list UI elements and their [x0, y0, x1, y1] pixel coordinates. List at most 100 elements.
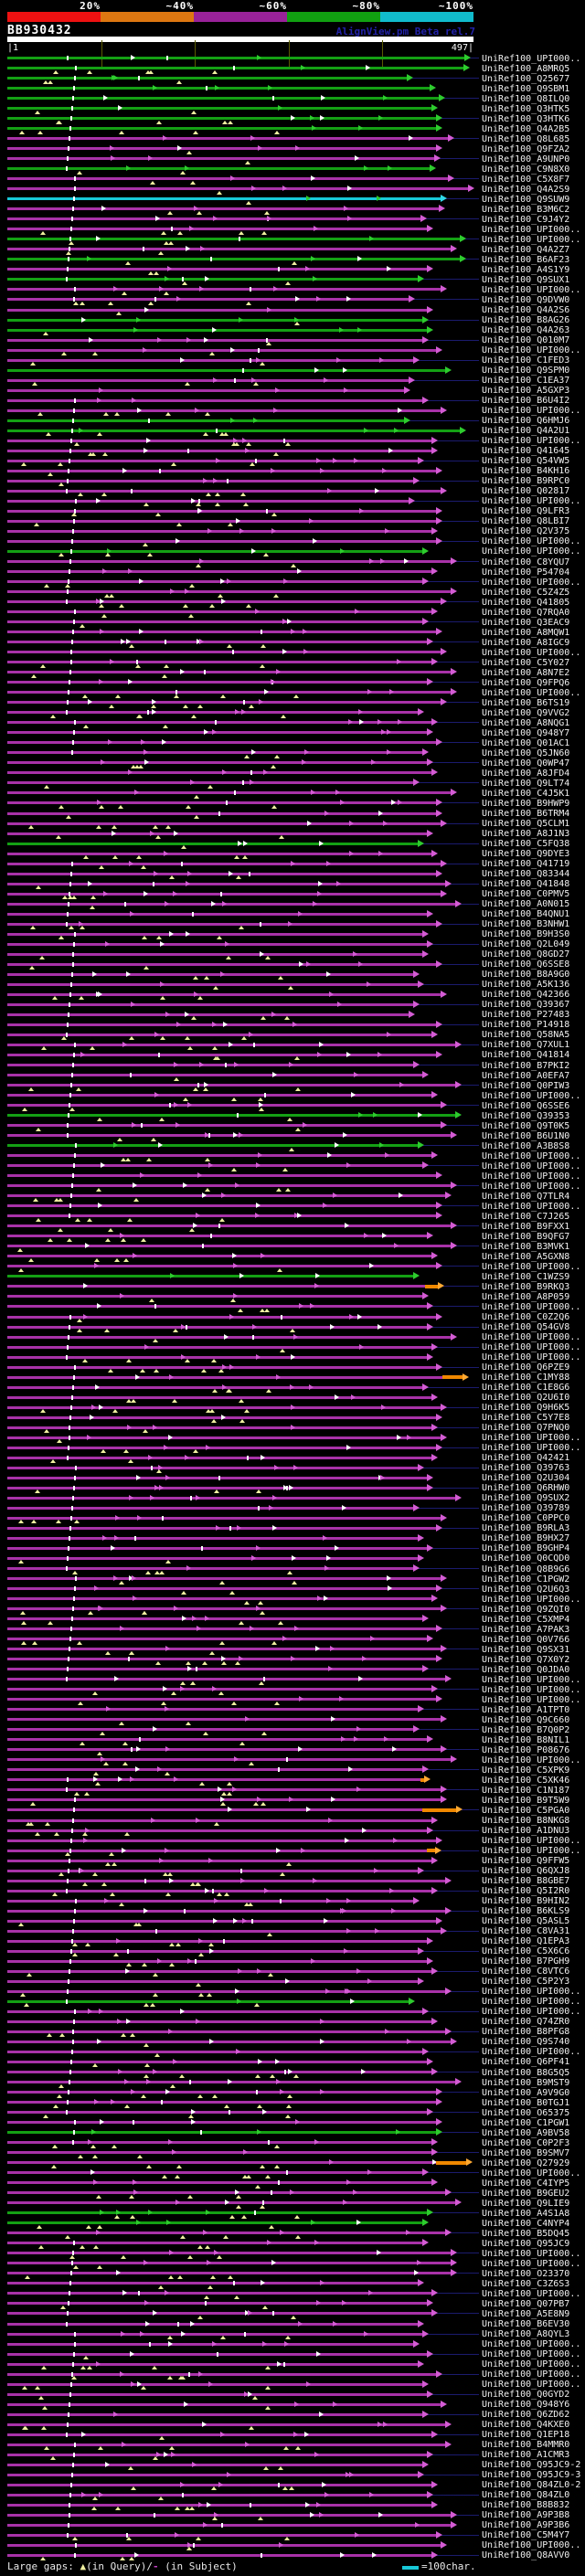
hit-label[interactable]: UniRef100_P54704 [482, 567, 570, 578]
hit-label[interactable]: UniRef100_Q9FPQ6 [482, 677, 570, 688]
hit-label[interactable]: UniRef100_A8NQG1 [482, 717, 570, 728]
hit-bar[interactable] [7, 1084, 455, 1087]
hit-bar[interactable] [7, 2071, 432, 2074]
hit-label[interactable]: UniRef100_UPI000.. [482, 577, 581, 588]
hit-bar[interactable] [7, 1144, 418, 1148]
hit-label[interactable]: UniRef100_C5XPK9 [482, 1765, 570, 1776]
hit-bar[interactable] [7, 791, 451, 795]
hit-label[interactable]: UniRef100_C5X8F7 [482, 174, 570, 185]
hit-bar[interactable] [7, 419, 404, 422]
hit-label[interactable]: UniRef100_UPI000.. [482, 1846, 581, 1857]
hit-label[interactable]: UniRef100_C1WZS9 [482, 1271, 570, 1282]
hit-bar[interactable] [7, 2523, 451, 2527]
hit-bar[interactable] [7, 2211, 427, 2215]
hit-label[interactable]: UniRef100_UPI000.. [482, 2047, 581, 2058]
hit-bar[interactable] [7, 1738, 427, 1742]
hit-label[interactable]: UniRef100_C1N187 [482, 1785, 570, 1796]
hit-bar[interactable] [7, 1355, 427, 1359]
hit-bar[interactable] [7, 711, 418, 715]
hit-bar[interactable] [7, 1748, 441, 1752]
hit-label[interactable]: UniRef100_UPI000.. [482, 1150, 581, 1161]
hit-bar[interactable] [7, 1164, 422, 1168]
hit-label[interactable]: UniRef100_B7PGH9 [482, 1956, 570, 1967]
hit-label[interactable]: UniRef100_B4MMR0 [482, 2440, 570, 2451]
hit-bar[interactable] [7, 801, 437, 805]
hit-label[interactable]: UniRef100_A8MRQ5 [482, 63, 570, 74]
hit-label[interactable]: UniRef100_UPI000.. [482, 1684, 581, 1695]
hit-label[interactable]: UniRef100_C1FED3 [482, 355, 570, 366]
hit-label[interactable]: UniRef100_B9GEU2 [482, 2188, 570, 2199]
hit-label[interactable]: UniRef100_C5P2Y3 [482, 1977, 570, 1988]
hit-bar[interactable] [7, 1002, 413, 1006]
hit-bar[interactable] [7, 1546, 427, 1550]
hit-label[interactable]: UniRef100_Q01AC1 [482, 737, 570, 748]
hit-bar[interactable] [7, 2332, 422, 2336]
hit-bar[interactable] [7, 529, 432, 533]
hit-bar[interactable] [7, 2050, 422, 2053]
hit-label[interactable]: UniRef100_UPI000.. [482, 1674, 581, 1685]
hit-bar[interactable] [7, 2533, 437, 2537]
hit-bar[interactable] [7, 2181, 432, 2185]
hit-label[interactable]: UniRef100_UPI000.. [482, 1987, 581, 1998]
hit-label[interactable]: UniRef100_Q6HMJ6 [482, 416, 570, 427]
hit-bar[interactable] [7, 1607, 441, 1611]
hit-label[interactable]: UniRef100_Q9VVG2 [482, 707, 570, 718]
hit-bar[interactable] [7, 1375, 463, 1379]
hit-label[interactable]: UniRef100_C5PGA0 [482, 1805, 570, 1816]
hit-bar[interactable] [7, 651, 441, 654]
hit-label[interactable]: UniRef100_B9MST9 [482, 2077, 570, 2088]
hit-label[interactable]: UniRef100_UPI000.. [482, 2339, 581, 2350]
hit-bar[interactable] [7, 1496, 455, 1500]
hit-label[interactable]: UniRef100_C5Y027 [482, 657, 570, 668]
hit-bar[interactable] [7, 137, 448, 141]
hit-bar[interactable] [7, 207, 440, 211]
hit-bar[interactable] [7, 378, 409, 382]
hit-bar[interactable] [7, 1899, 413, 1903]
hit-bar[interactable] [7, 2131, 437, 2135]
hit-bar[interactable] [7, 721, 432, 725]
hit-label[interactable]: UniRef100_A9V9G0 [482, 2087, 570, 2098]
hit-bar[interactable] [7, 781, 413, 785]
hit-bar[interactable] [7, 1969, 432, 1973]
hit-bar[interactable] [7, 1698, 437, 1701]
hit-bar[interactable] [7, 167, 431, 171]
hit-label[interactable]: UniRef100_B8GBE7 [482, 1876, 570, 1887]
hit-label[interactable]: UniRef100_UPI000.. [482, 1594, 581, 1605]
hit-label[interactable]: UniRef100_Q9S740 [482, 2037, 570, 2048]
hit-bar[interactable] [7, 1012, 409, 1016]
hit-bar[interactable] [7, 268, 427, 271]
hit-bar[interactable] [7, 1758, 451, 1762]
hit-bar[interactable] [7, 157, 435, 161]
hit-label[interactable]: UniRef100_Q9FZA2 [482, 143, 570, 154]
hit-bar[interactable] [7, 278, 418, 281]
hit-label[interactable]: UniRef100_Q8B9G6 [482, 1564, 570, 1574]
hit-label[interactable]: UniRef100_A7PAK3 [482, 1624, 570, 1635]
hit-bar[interactable] [7, 1688, 432, 1691]
hit-label[interactable]: UniRef100_B8NKG8 [482, 1816, 570, 1826]
hit-bar[interactable] [7, 469, 437, 472]
hit-bar[interactable] [7, 2141, 432, 2145]
hit-bar[interactable] [7, 1829, 427, 1832]
hit-label[interactable]: UniRef100_B6TS19 [482, 697, 570, 708]
hit-label[interactable]: UniRef100_Q6PZE9 [482, 1362, 570, 1373]
hit-bar[interactable] [7, 328, 427, 332]
hit-bar[interactable] [7, 1184, 451, 1188]
hit-label[interactable]: UniRef100_P27483 [482, 1010, 570, 1021]
hit-label[interactable]: UniRef100_Q9LT74 [482, 778, 570, 789]
hit-label[interactable]: UniRef100_UPI000.. [482, 1332, 581, 1343]
hit-label[interactable]: UniRef100_Q9T0K5 [482, 1120, 570, 1131]
hit-bar[interactable] [7, 258, 460, 261]
hit-label[interactable]: UniRef100_A8QYL3 [482, 2329, 570, 2340]
hit-label[interactable]: UniRef100_C1E8G6 [482, 1383, 570, 1394]
hit-bar[interactable] [7, 1778, 424, 1782]
hit-label[interactable]: UniRef100_C8VA31 [482, 1926, 570, 1937]
hit-bar[interactable] [7, 2161, 466, 2165]
hit-label[interactable]: UniRef100_B9RKQ3 [482, 1281, 570, 1292]
hit-bar[interactable] [7, 439, 432, 442]
hit-label[interactable]: UniRef100_B8A9G0 [482, 970, 570, 981]
hit-bar[interactable] [7, 519, 437, 523]
hit-label[interactable]: UniRef100_Q5ASL5 [482, 1916, 570, 1927]
hit-label[interactable]: UniRef100_Q6RHW0 [482, 1483, 570, 1494]
hit-label[interactable]: UniRef100_Q0CQD0 [482, 1553, 570, 1564]
hit-label[interactable]: UniRef100_B8PFG8 [482, 2027, 570, 2038]
